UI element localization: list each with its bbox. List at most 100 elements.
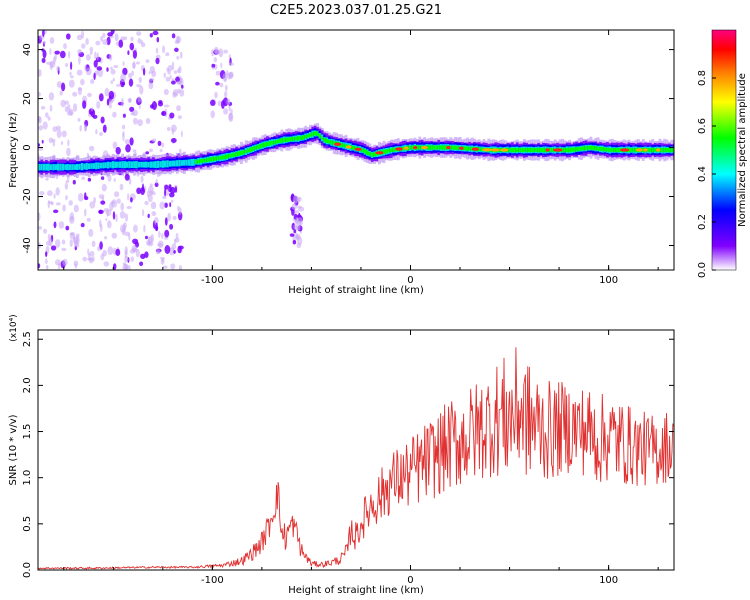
heatmap-noise-cell (60, 141, 64, 145)
heatmap-ridge-cell (194, 159, 198, 164)
heatmap-noise-cell (102, 32, 106, 39)
heatmap-noise-cell (53, 221, 57, 229)
heatmap-ridge-cell (618, 147, 621, 153)
heatmap-noise-cell (59, 50, 66, 59)
heatmap-noise-cell (65, 63, 69, 67)
colorbar-tick-label: 0.2 (697, 214, 708, 230)
heatmap-noise-cell (174, 40, 179, 44)
heatmap-noise-cell (181, 84, 184, 89)
heatmap-noise-cell (85, 67, 92, 76)
heatmap-noise-cell (161, 232, 164, 239)
heatmap-peak-cell (354, 147, 362, 151)
snr-axes: -100 0 100 0.0 0.5 1.0 1.5 2.0 2.5 (22, 330, 674, 586)
heatmap-noise-cell (61, 247, 67, 252)
heatmap-noise-cell (223, 108, 229, 115)
heatmap-ridge-cell (613, 147, 617, 152)
heatmap-noise-cell (110, 66, 113, 70)
heatmap-ridge-cell (580, 146, 583, 151)
heatmap-noise-cell (228, 54, 231, 59)
heatmap-noise-cell (130, 111, 135, 116)
heatmap-noise-cell (44, 112, 49, 118)
heatmap-noise-cell (213, 57, 217, 63)
heatmap-noise-cell (163, 104, 170, 108)
heatmap-ridge-cell (259, 144, 262, 149)
heatmap-peak-cell (635, 148, 643, 152)
heatmap-noise-cell (61, 82, 66, 92)
heatmap-noise-cell (150, 104, 154, 109)
heatmap-noise-cell (98, 93, 104, 102)
heatmap-ridge-cell (249, 147, 253, 152)
heatmap-ridge-cell (147, 162, 151, 168)
heatmap-noise-cell (155, 249, 161, 255)
heatmap-noise-cell (38, 263, 41, 269)
heatmap-noise-cell (60, 99, 66, 108)
heatmap-noise-cell (169, 112, 175, 119)
heatmap-noise-cell (154, 217, 159, 226)
heatmap-ridge-cell (320, 136, 324, 140)
heatmap-noise-cell (294, 210, 300, 214)
snr-series-line (38, 347, 674, 570)
heatmap-noise-cell (61, 239, 66, 245)
heatmap-ridge-cell (78, 164, 82, 170)
heatmap-noise-cell (100, 200, 106, 205)
heatmap-noise-cell (95, 40, 101, 46)
heatmap-noise-cell (133, 117, 138, 125)
heatmap-noise-cell (39, 191, 45, 196)
heatmap-ridge-cell (87, 163, 91, 170)
heatmap-noise-cell (293, 229, 297, 234)
heatmap-noise-cell (108, 90, 115, 100)
heatmap-noise-cell (80, 78, 85, 86)
heatmap-noise-cell (161, 257, 165, 262)
heatmap-ridge-cell (209, 157, 212, 162)
heatmap-ridge-cell (435, 145, 438, 150)
heatmap-ridge-cell (306, 134, 310, 138)
heatmap-ridge-cell (149, 161, 153, 168)
colorbar-tick-label: 0.4 (697, 166, 708, 182)
heatmap-ridge-cell (389, 148, 393, 152)
heatmap-noise-cell (99, 219, 102, 228)
heatmap-ridge-cell (52, 164, 56, 171)
heatmap-noise-cell (162, 45, 165, 54)
heatmap-ridge-cell (66, 164, 70, 171)
heatmap-ridge-cell (466, 146, 469, 151)
heatmap-noise-cell (228, 62, 234, 66)
heatmap-noise-cell (67, 139, 70, 147)
heatmap-noise-cell (161, 142, 165, 148)
heatmap-noise-cell (81, 43, 86, 49)
heatmap-noise-cell (140, 42, 146, 48)
heatmap-noise-cell (110, 80, 114, 85)
heatmap-noise-cell (295, 233, 301, 240)
heatmap-ridge-cell (584, 145, 588, 151)
heatmap-ridge-cell (64, 164, 67, 170)
heatmap-noise-cell (123, 36, 128, 41)
heatmap-noise-cell (174, 186, 178, 193)
heatmap-noise-cell (49, 60, 56, 68)
heatmap-ridge-cell (373, 152, 376, 157)
heatmap-noise-cell (75, 233, 80, 237)
heatmap-noise-cell (112, 111, 117, 118)
heatmap-noise-cell (161, 110, 167, 116)
heatmap-ridge-cell (171, 160, 174, 167)
heatmap-ridge-cell (663, 148, 667, 152)
heatmap-ridge-cell (213, 156, 217, 161)
heatmap-noise-cell (133, 224, 138, 233)
heatmap-ridge-cell (152, 161, 155, 168)
heatmap-ytick-label: 40 (22, 43, 33, 56)
colorbar-tick-label: 0.8 (697, 70, 708, 86)
heatmap-noise-cell (227, 72, 232, 80)
heatmap-ridge-cell (418, 145, 422, 150)
heatmap-noise-cell (148, 148, 154, 153)
heatmap-ridge-cell (565, 148, 569, 153)
heatmap-noise-cell (173, 250, 176, 254)
snr-ytick-label: 0.5 (22, 516, 33, 532)
heatmap-ridge-cell (161, 160, 165, 168)
heatmap-noise-cell (131, 62, 136, 69)
heatmap-noise-cell (55, 239, 61, 248)
heatmap-ridge-cell (477, 147, 481, 152)
heatmap-ridge-cell (508, 148, 512, 152)
heatmap-noise-cell (98, 209, 103, 214)
heatmap-noise-cell (85, 54, 91, 61)
heatmap-noise-cell (157, 140, 162, 146)
heatmap-ridge-cell (164, 160, 167, 168)
heatmap-noise-cell (68, 79, 75, 88)
